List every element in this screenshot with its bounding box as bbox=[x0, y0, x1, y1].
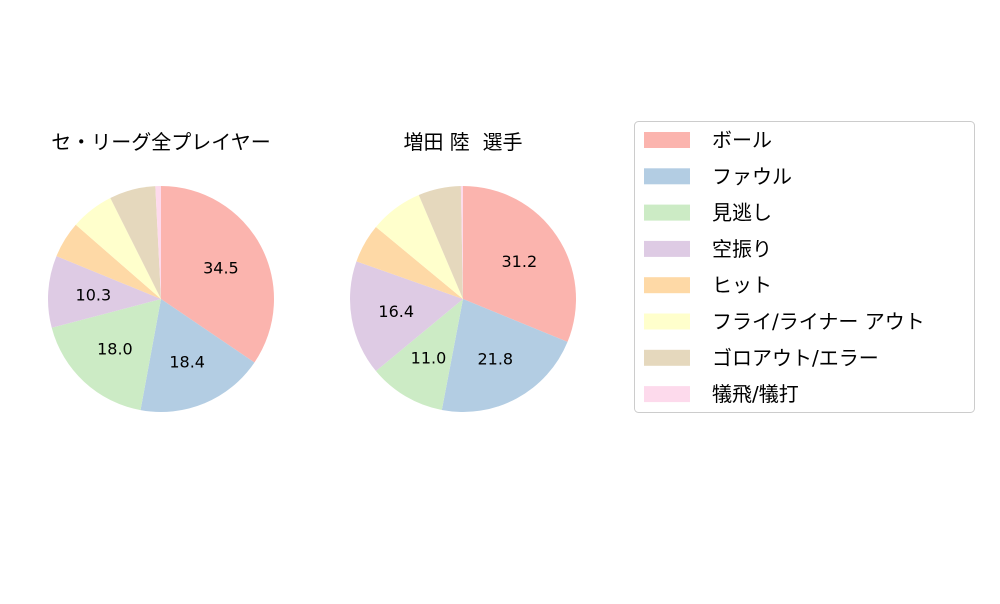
pie-slice bbox=[375, 299, 463, 410]
pie-slice bbox=[463, 186, 577, 342]
slice-label: 11.0 bbox=[411, 348, 447, 367]
pie-slice bbox=[356, 226, 463, 299]
slice-label: 21.8 bbox=[477, 350, 513, 369]
pie-slice bbox=[375, 195, 463, 299]
pie-title-league: セ・リーグ全プレイヤー bbox=[51, 130, 270, 154]
legend-label: 見逃し bbox=[712, 201, 772, 225]
pie-title-player: 増田 陸 選手 bbox=[403, 130, 522, 154]
pie-slice bbox=[161, 186, 274, 363]
pie-slice bbox=[460, 186, 463, 299]
legend-swatch bbox=[644, 349, 690, 366]
pie-slice bbox=[110, 186, 161, 299]
legend-label: フライ/ライナー アウト bbox=[712, 310, 925, 334]
pie-slice bbox=[418, 186, 463, 299]
legend-swatch bbox=[644, 168, 690, 185]
legend-box bbox=[634, 121, 975, 413]
pie-slice bbox=[56, 224, 161, 299]
legend-swatch bbox=[644, 313, 690, 330]
pie-slice bbox=[51, 299, 161, 411]
pie-slice bbox=[47, 256, 161, 328]
legend-label: ボール bbox=[712, 128, 772, 152]
slice-label: 16.4 bbox=[378, 302, 414, 321]
slice-label: 31.2 bbox=[502, 252, 538, 271]
legend-swatch bbox=[644, 277, 690, 294]
slice-label: 34.5 bbox=[203, 258, 239, 277]
legend-label: 空振り bbox=[712, 237, 772, 261]
legend-swatch bbox=[644, 204, 690, 221]
pie-slice bbox=[350, 261, 463, 372]
legend-swatch bbox=[644, 240, 690, 257]
pie-slice bbox=[155, 186, 161, 299]
legend-swatch bbox=[644, 132, 690, 148]
legend-label: 犠飛/犠打 bbox=[712, 382, 799, 406]
legend-swatch bbox=[644, 386, 690, 403]
pie-slice bbox=[75, 197, 161, 299]
legend-label: ヒット bbox=[712, 273, 772, 297]
pie-slice bbox=[140, 299, 255, 412]
slice-label: 18.0 bbox=[97, 340, 133, 359]
legend-label: ゴロアウト/エラー bbox=[712, 346, 879, 370]
pie-slice bbox=[441, 299, 568, 412]
legend-label: ファウル bbox=[712, 164, 792, 188]
slice-label: 10.3 bbox=[76, 286, 112, 305]
slice-label: 18.4 bbox=[169, 353, 205, 372]
